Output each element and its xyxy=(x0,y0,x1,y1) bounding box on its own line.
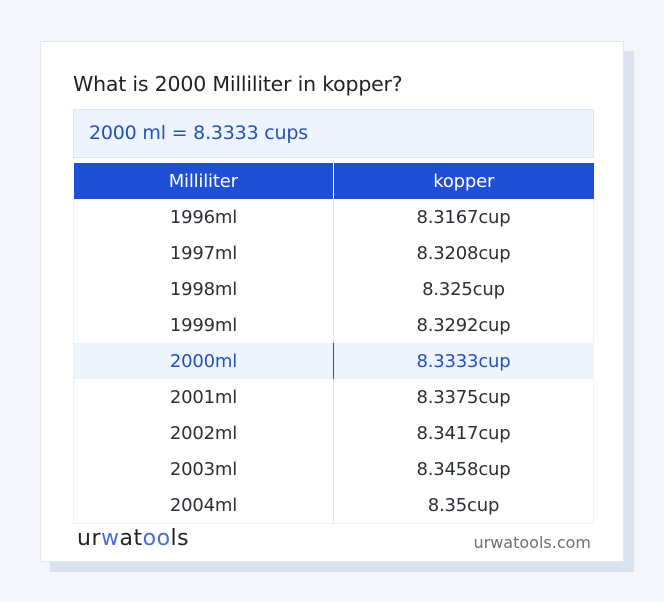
table-header-row: Milliliter kopper xyxy=(73,163,594,199)
ml-cell: 1998ml xyxy=(73,271,334,307)
table-row-highlighted: 2000ml 8.3333cup xyxy=(73,343,594,379)
column-header-milliliter: Milliliter xyxy=(73,163,334,199)
conversion-card: What is 2000 Milliliter in kopper? 2000 … xyxy=(40,41,624,562)
ml-cell: 1999ml xyxy=(73,307,334,343)
urwatools-logo: urwatools xyxy=(77,526,190,551)
ml-cell: 2003ml xyxy=(73,451,334,487)
table-row: 2003ml 8.3458cup xyxy=(73,451,594,487)
ml-cell: 2000ml xyxy=(73,343,334,379)
table-row: 2002ml 8.3417cup xyxy=(73,415,594,451)
page-title: What is 2000 Milliliter in kopper? xyxy=(73,72,403,96)
ml-cell: 2001ml xyxy=(73,379,334,415)
ml-cell: 2004ml xyxy=(73,487,334,524)
ml-cell: 1996ml xyxy=(73,199,334,235)
ml-cell: 2002ml xyxy=(73,415,334,451)
table-row: 1999ml 8.3292cup xyxy=(73,307,594,343)
table-row: 1996ml 8.3167cup xyxy=(73,199,594,235)
cup-cell: 8.325cup xyxy=(333,271,594,307)
site-url: urwatools.com xyxy=(473,533,592,552)
cup-cell: 8.3167cup xyxy=(333,199,594,235)
table-row: 2004ml 8.35cup xyxy=(73,487,594,524)
cup-cell: 8.3208cup xyxy=(333,235,594,271)
column-header-kopper: kopper xyxy=(333,163,594,199)
cup-cell: 8.3375cup xyxy=(333,379,594,415)
ml-cell: 1997ml xyxy=(73,235,334,271)
cup-cell: 8.35cup xyxy=(333,487,594,524)
cup-cell: 8.3458cup xyxy=(333,451,594,487)
table-row: 2001ml 8.3375cup xyxy=(73,379,594,415)
cup-cell: 8.3292cup xyxy=(333,307,594,343)
table-row: 1997ml 8.3208cup xyxy=(73,235,594,271)
conversion-result: 2000 ml = 8.3333 cups xyxy=(73,109,594,158)
conversion-table: Milliliter kopper 1996ml 8.3167cup 1997ml… xyxy=(73,163,594,524)
table-row: 1998ml 8.325cup xyxy=(73,271,594,307)
cup-cell: 8.3417cup xyxy=(333,415,594,451)
cup-cell: 8.3333cup xyxy=(333,343,594,379)
